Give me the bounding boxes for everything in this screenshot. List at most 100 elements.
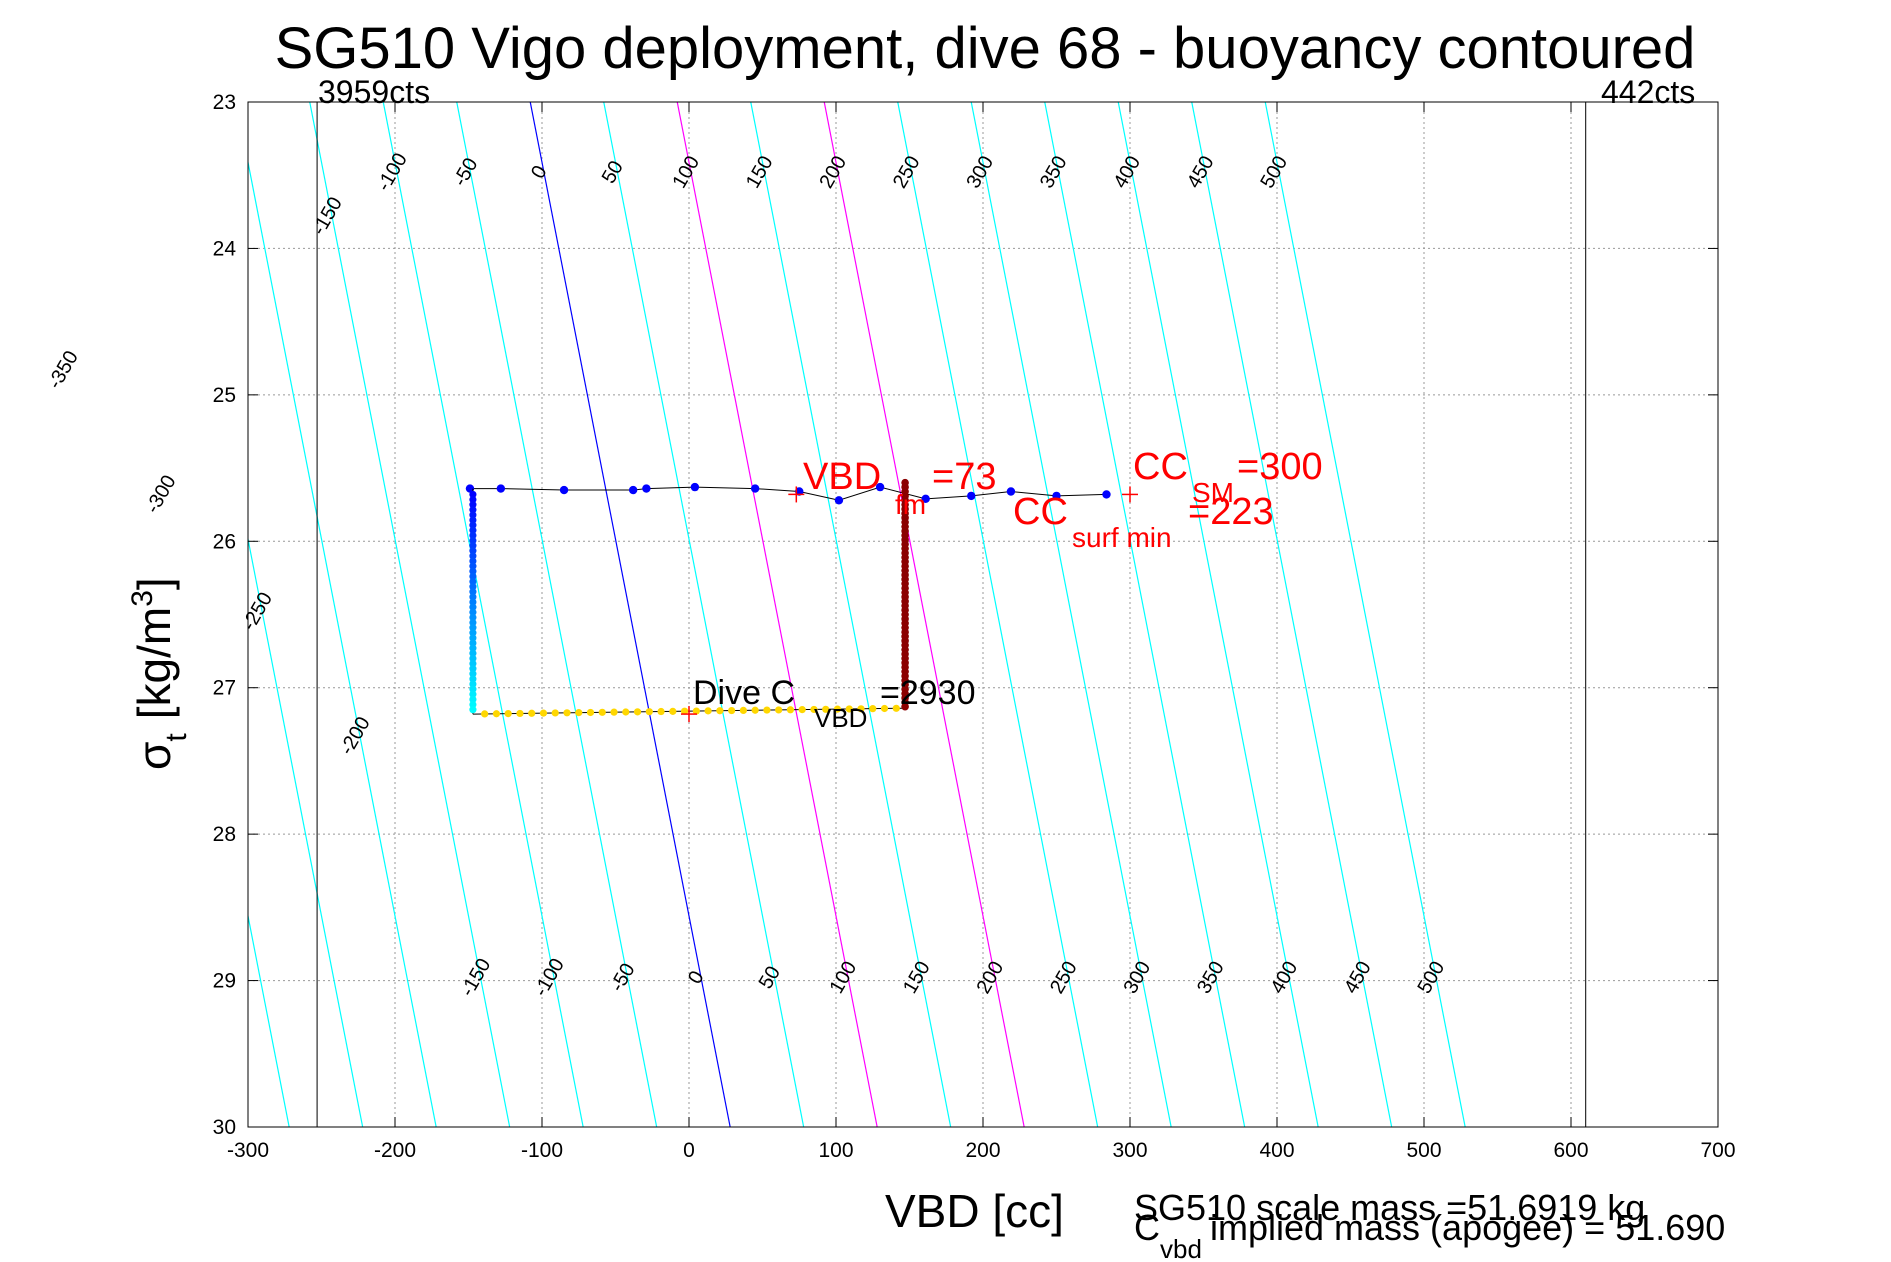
contour-label: -150 [308, 193, 347, 239]
y-tick-label: 25 [213, 384, 236, 407]
annotation-dive-c-sub: VBD [814, 703, 867, 733]
apogee-point [492, 710, 501, 718]
surface-point [834, 496, 844, 505]
contour-line [382, 102, 584, 1127]
apogee-point [869, 705, 877, 713]
contour-line [1264, 102, 1466, 1127]
annotation-cc-sm-main: CC [1133, 446, 1188, 488]
annotation-cc-sm-sub: SM [1192, 477, 1234, 508]
contour-label: -300 [142, 472, 181, 518]
contour-label: 100 [668, 152, 704, 192]
contour-line [897, 102, 1099, 1127]
descent-point [469, 659, 477, 668]
svg-text:=2930: =2930 [880, 674, 976, 712]
x-tick-label: 300 [1112, 1139, 1147, 1162]
surface-point [465, 484, 475, 493]
apogee-point [575, 709, 583, 717]
annotation-vbd-fm-value: =73 [932, 456, 996, 498]
descent-point [469, 629, 477, 637]
svg-text:σt[kg/m3]: σt [kg/m3] [126, 577, 193, 770]
contour-line [0, 102, 142, 1127]
descent-point [469, 680, 477, 688]
vbd-limit-lines [316, 102, 1587, 1127]
descent-point [469, 511, 477, 519]
contour-label: 50 [598, 157, 628, 187]
apogee-point [892, 704, 900, 712]
descent-point [469, 516, 477, 524]
contour-label: 200 [973, 958, 1009, 998]
contour-label: 250 [889, 152, 925, 192]
apogee-point [669, 707, 677, 715]
contour-label: 50 [755, 962, 785, 992]
ascent-point [901, 702, 909, 711]
contour-line [248, 535, 364, 1127]
apogee-point [739, 706, 747, 715]
descent-point [469, 706, 477, 714]
surface-point [921, 494, 930, 504]
apogee-point [657, 707, 665, 716]
apogee-point [551, 709, 559, 717]
contour-label: 150 [899, 958, 935, 998]
x-tick-label: 500 [1406, 1139, 1441, 1162]
descent-point [469, 639, 477, 647]
annotation-cc-sm: CC SM =300 [1133, 446, 1323, 508]
contour-line [603, 102, 805, 1127]
annotation-dive-c-main: Dive C [693, 674, 795, 712]
surface-point [628, 485, 638, 495]
descent-point [469, 547, 477, 555]
y-axis-label-close: ] [128, 577, 180, 590]
surface-point [496, 484, 506, 493]
descent-point [469, 608, 477, 616]
x-tick-label: -300 [227, 1139, 269, 1162]
apogee-point [516, 709, 524, 718]
annotation-cc-surf-min-value: =223 [1188, 491, 1274, 533]
descent-point [469, 490, 477, 499]
svg-text:VBD: VBD [814, 703, 867, 733]
contour-line [16, 102, 216, 1127]
y-axis-label-sup: 3 [126, 590, 159, 607]
annotation-dive-c-value: =2930 [880, 674, 976, 712]
descent-point [469, 690, 477, 698]
y-axis-label-unit: [kg/m [128, 607, 180, 719]
descent-point [469, 557, 477, 565]
y-axis-label: σt [kg/m3] [126, 577, 193, 770]
contour-label: -50 [449, 154, 483, 190]
x-tick-label: 400 [1259, 1139, 1294, 1162]
contour-line [970, 102, 1172, 1127]
contour-line [529, 102, 731, 1127]
surface-point [1006, 487, 1016, 496]
contour-label: 500 [1414, 958, 1450, 998]
implied-mass-value: implied mass (apogee) = 51.690 [1210, 1207, 1725, 1248]
apogee-point [504, 709, 512, 718]
contour-line [248, 159, 437, 1127]
surface-point [875, 482, 885, 492]
apogee-point [645, 708, 653, 716]
descent-point [469, 572, 477, 581]
descent-point [469, 665, 477, 673]
apogee-point [598, 708, 606, 716]
contour-line [676, 102, 878, 1127]
descent-point [469, 583, 477, 591]
annotation-cc-surf-min-sub: surf min [1072, 522, 1172, 553]
contour-line [309, 102, 511, 1127]
surface-point [559, 485, 569, 495]
surface-point [1052, 491, 1061, 501]
buoyancy-contours [0, 102, 1466, 1127]
descent-point [469, 695, 477, 704]
x-axis-label: VBD [cc] [885, 1185, 1064, 1237]
apogee-point [622, 708, 630, 716]
x-tick-label: -200 [374, 1139, 416, 1162]
descent-point [469, 562, 477, 570]
contour-label: -100 [530, 955, 569, 1001]
contour-label: 350 [1193, 958, 1229, 998]
surface-point [690, 482, 700, 492]
surface-point [967, 491, 976, 501]
apogee-point [586, 708, 595, 717]
contour-labels: -400-350-300-250-200-150-100-50050100150… [44, 149, 1450, 1001]
contour-label: 400 [1109, 152, 1145, 192]
x-tick-label: 200 [965, 1139, 1000, 1162]
apogee-point [704, 707, 712, 715]
apogee-point [728, 706, 736, 715]
contour-label: 300 [962, 152, 998, 192]
